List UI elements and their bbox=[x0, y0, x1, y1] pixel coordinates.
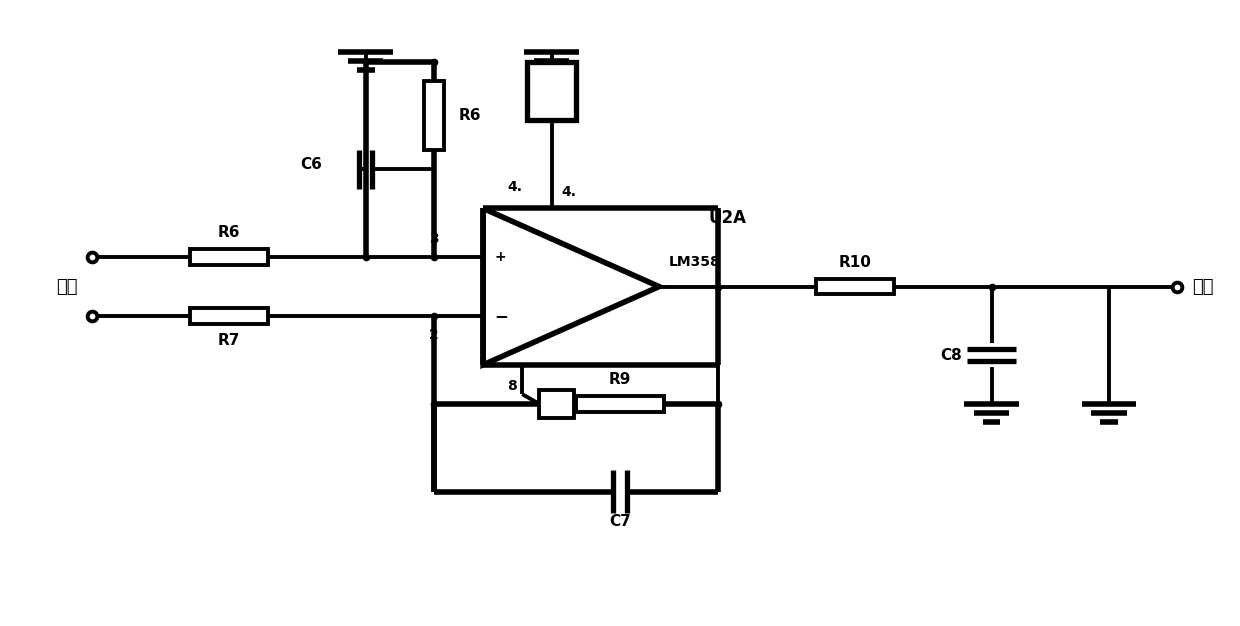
Text: U2A: U2A bbox=[708, 209, 746, 227]
Text: C7: C7 bbox=[609, 514, 631, 529]
FancyBboxPatch shape bbox=[816, 279, 894, 294]
Text: 8: 8 bbox=[507, 379, 517, 394]
Text: 输出: 输出 bbox=[1192, 277, 1214, 295]
FancyBboxPatch shape bbox=[190, 308, 268, 324]
Text: C8: C8 bbox=[940, 347, 962, 362]
Bar bbox=[539, 390, 574, 418]
Text: 输入: 输入 bbox=[56, 277, 77, 295]
FancyBboxPatch shape bbox=[190, 249, 268, 265]
Text: C6: C6 bbox=[300, 157, 321, 172]
Text: LM358: LM358 bbox=[668, 255, 720, 269]
Text: −: − bbox=[494, 307, 507, 325]
FancyBboxPatch shape bbox=[577, 396, 663, 412]
Text: R7: R7 bbox=[218, 333, 241, 348]
Text: R9: R9 bbox=[609, 372, 631, 387]
Text: 2: 2 bbox=[429, 327, 439, 342]
FancyBboxPatch shape bbox=[424, 81, 444, 150]
Text: R6: R6 bbox=[218, 225, 241, 240]
Text: R10: R10 bbox=[838, 255, 872, 270]
Text: +: + bbox=[495, 250, 506, 264]
Text: 3: 3 bbox=[429, 232, 439, 245]
Text: 4.: 4. bbox=[562, 185, 577, 198]
Bar bbox=[527, 62, 577, 120]
Text: R6: R6 bbox=[459, 108, 481, 123]
Text: 4.: 4. bbox=[507, 180, 522, 193]
